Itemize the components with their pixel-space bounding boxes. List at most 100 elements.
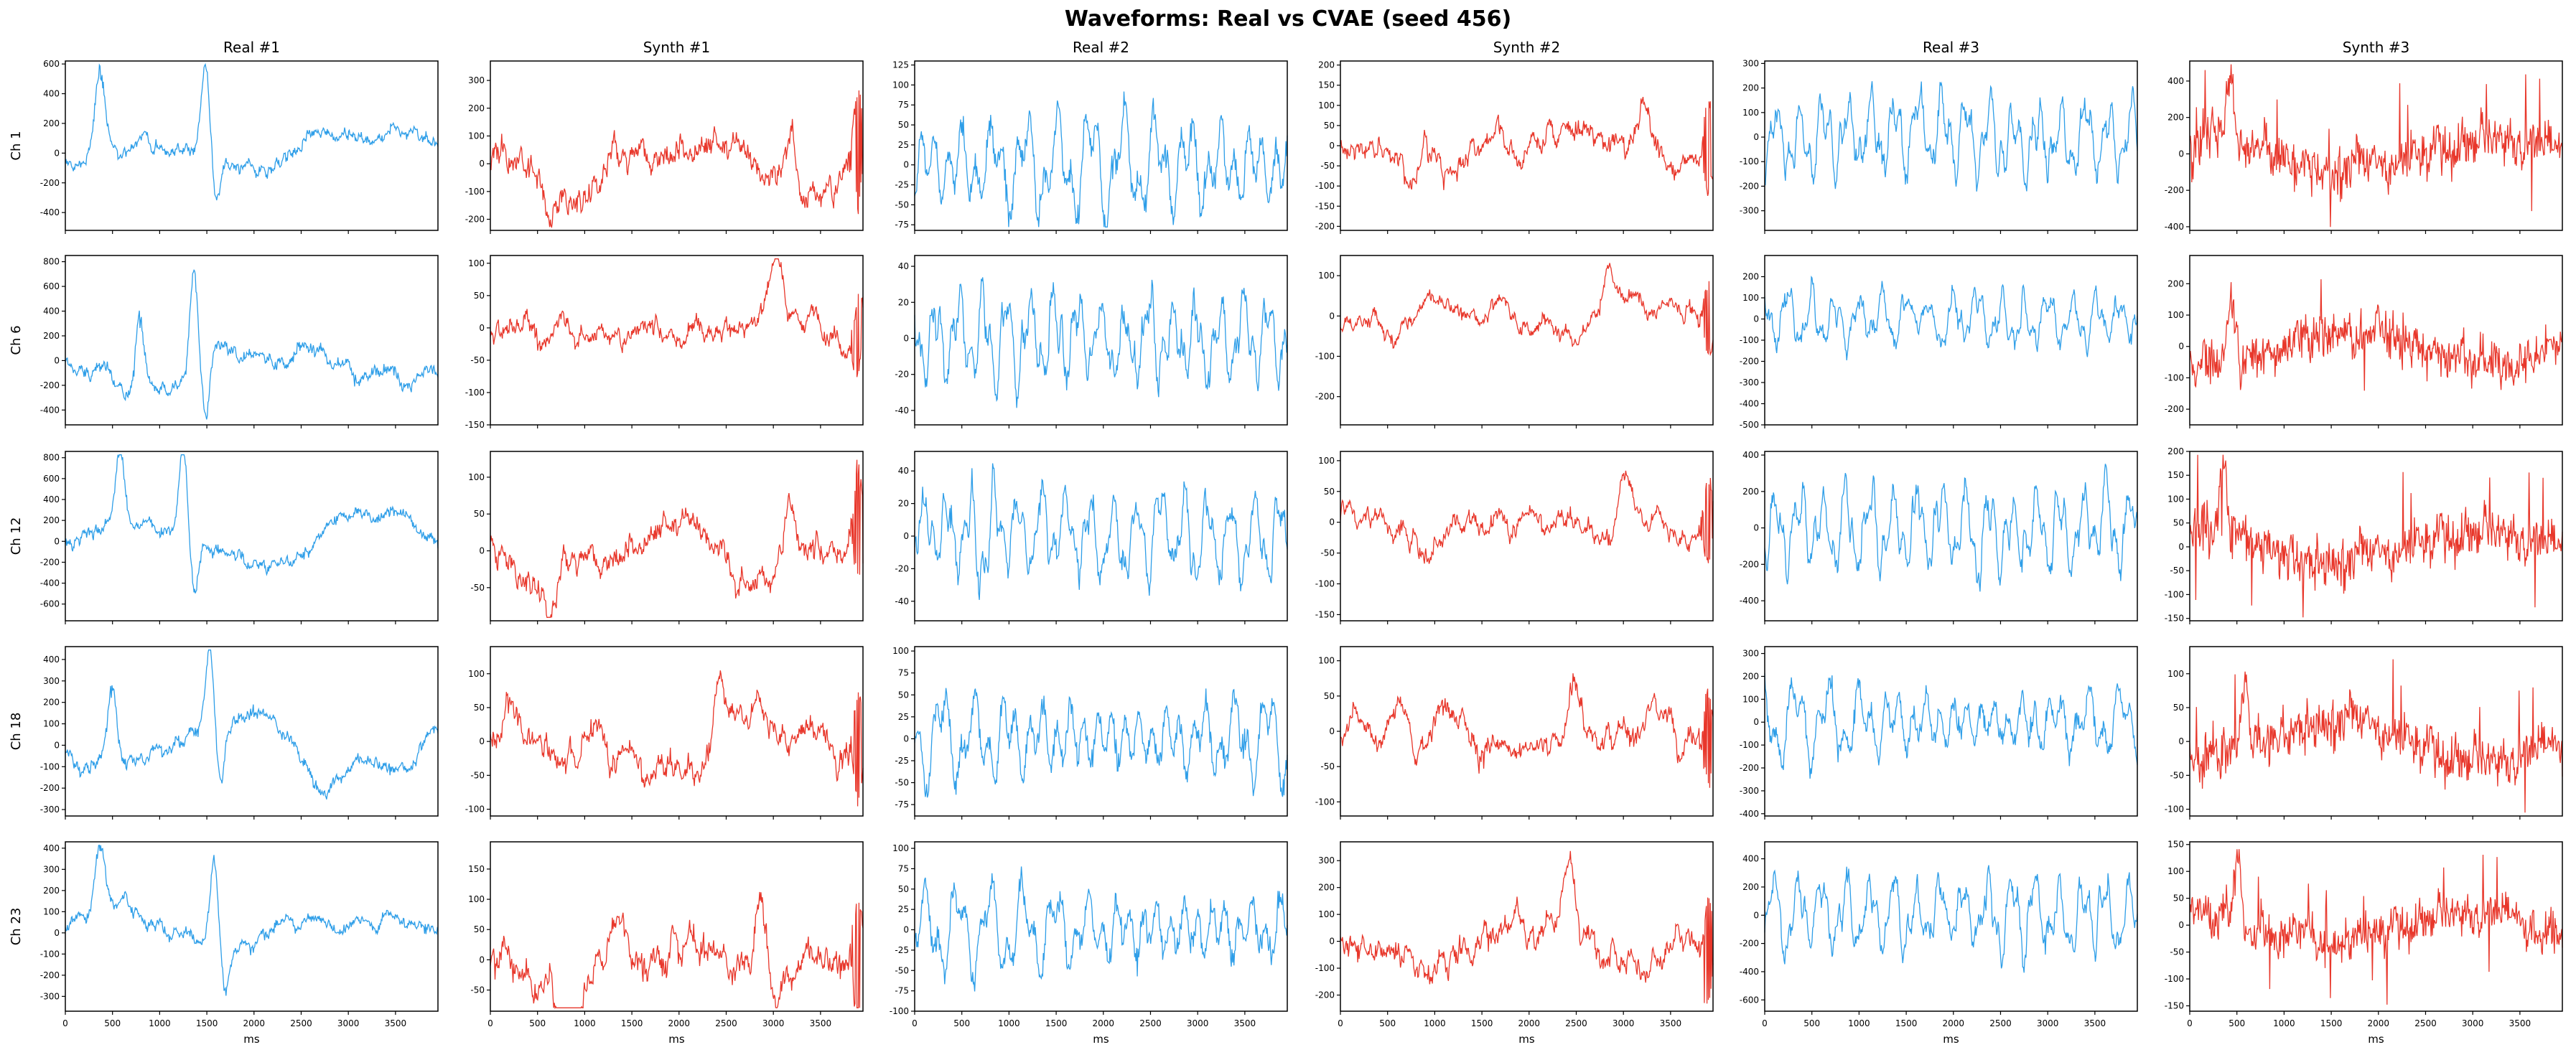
y-tick-label: 0	[479, 736, 485, 746]
x-tick-label: 500	[1803, 1018, 1820, 1028]
series-line	[490, 891, 864, 1010]
y-tick-label: 40	[898, 261, 909, 271]
y-tick-label: 0	[903, 160, 909, 170]
series-line	[1340, 850, 1714, 1004]
x-axis-label: ms	[243, 1033, 260, 1046]
y-tick-label: -100	[465, 187, 485, 197]
y-tick-label: 0	[903, 925, 909, 935]
series-line	[490, 90, 864, 228]
panel-ch6-synth2: -200 -100 0 100	[1315, 255, 1714, 428]
panel-ch1-synth1: -200 -100 0 100 200 300 Synth #1	[465, 39, 864, 234]
y-tick-label: 400	[43, 655, 60, 665]
y-tick-label: 100	[892, 646, 909, 656]
panel-ch18-synth3: -100 -50 0 50 100	[2165, 646, 2563, 820]
y-tick-label: 0	[1329, 937, 1335, 947]
y-tick-label: 100	[892, 80, 909, 90]
y-tick-label: 200	[1742, 882, 1759, 892]
axes-frame	[490, 841, 864, 1012]
series-line	[490, 258, 864, 377]
y-tick-label: -100	[1740, 335, 1759, 345]
y-tick-label: -200	[1740, 181, 1759, 191]
y-tick-label: 20	[898, 297, 909, 307]
y-tick-label: 50	[2173, 894, 2184, 904]
x-tick-label: 2500	[1989, 1018, 2012, 1028]
row-label: Ch 23	[9, 908, 24, 946]
y-tick-label: -100	[40, 949, 60, 959]
y-tick-label: -100	[1315, 181, 1335, 191]
series-line	[65, 454, 439, 594]
y-tick-label: 50	[474, 924, 485, 934]
y-tick-label: 100	[1318, 456, 1335, 466]
x-tick-label: 1500	[2320, 1018, 2343, 1028]
y-tick-label: 100	[1318, 909, 1335, 919]
y-tick-label: 600	[43, 59, 60, 69]
y-tick-label: 0	[1329, 517, 1335, 527]
y-tick-label: -25	[895, 756, 909, 766]
series-line	[1340, 263, 1714, 357]
y-tick-label: -50	[1320, 761, 1335, 771]
y-tick-label: 0	[903, 333, 909, 343]
x-axis-label: ms	[1943, 1033, 1959, 1046]
y-tick-label: -100	[2165, 372, 2184, 383]
y-tick-label: 0	[54, 148, 60, 158]
y-tick-label: -200	[1740, 939, 1759, 949]
series-line	[65, 62, 439, 201]
series-line	[1340, 470, 1714, 564]
x-tick-label: 2000	[243, 1018, 266, 1028]
y-tick-label: 0	[479, 955, 485, 965]
axes-frame	[1340, 451, 1714, 622]
y-tick-label: -400	[2165, 222, 2184, 232]
y-tick-label: -600	[1740, 995, 1759, 1005]
x-tick-label: 1000	[149, 1018, 171, 1028]
series-line	[1764, 464, 2138, 592]
panel-ch1-real2: -75 -50 -25 0 25 50 75 100 125 Real #2	[892, 39, 1288, 234]
y-tick-label: -100	[2165, 589, 2184, 599]
y-tick-label: 50	[1324, 691, 1335, 701]
y-tick-label: 800	[43, 257, 60, 267]
axes-frame	[2189, 255, 2563, 426]
y-tick-label: 200	[1742, 671, 1759, 681]
panel-ch12-synth3: -150 -100 -50 0 50 100 150 200	[2165, 446, 2563, 624]
y-tick-label: 50	[474, 703, 485, 713]
y-tick-label: 100	[43, 906, 60, 916]
y-tick-label: -200	[2165, 185, 2184, 195]
axes-frame	[490, 451, 864, 622]
y-tick-label: 0	[2178, 149, 2184, 159]
series-line	[914, 91, 1288, 228]
axes-frame	[490, 60, 864, 231]
x-axis-label: ms	[1093, 1033, 1109, 1046]
y-tick-label: -150	[1315, 201, 1335, 211]
y-tick-label: -400	[1740, 399, 1759, 409]
y-tick-label: 200	[1742, 272, 1759, 282]
series-line	[2189, 849, 2563, 1005]
y-tick-label: -100	[2165, 805, 2184, 815]
y-tick-label: 100	[468, 131, 485, 141]
y-tick-label: -20	[895, 370, 909, 380]
y-tick-label: -100	[465, 388, 485, 398]
panel-ch1-real1: -400 -200 0 200 400 600 Real #1 Ch 1	[9, 39, 439, 234]
y-tick-label: 0	[1329, 726, 1335, 736]
y-tick-label: 50	[1324, 487, 1335, 497]
y-tick-label: 0	[479, 323, 485, 333]
axes-frame	[1764, 451, 2138, 622]
series-line	[1764, 865, 2138, 973]
y-tick-label: 300	[1742, 58, 1759, 68]
y-tick-label: -25	[895, 180, 909, 190]
y-tick-label: 100	[468, 669, 485, 679]
y-tick-label: 50	[2173, 518, 2184, 528]
panel-ch6-real2: -40 -20 0 20 40	[895, 255, 1288, 428]
figure-title: Waveforms: Real vs CVAE (seed 456)	[1065, 6, 1511, 32]
series-line	[914, 688, 1288, 798]
series-line	[914, 463, 1288, 600]
y-tick-label: -75	[895, 220, 909, 230]
y-tick-label: -50	[470, 985, 485, 995]
x-tick-label: 1000	[1424, 1018, 1446, 1028]
y-tick-label: -400	[1740, 967, 1759, 977]
y-tick-label: 25	[898, 712, 909, 722]
y-tick-label: -40	[895, 405, 909, 416]
y-tick-label: 0	[903, 531, 909, 541]
y-tick-label: 200	[2167, 113, 2184, 123]
x-tick-label: 1000	[2273, 1018, 2295, 1028]
series-line	[1340, 673, 1714, 788]
